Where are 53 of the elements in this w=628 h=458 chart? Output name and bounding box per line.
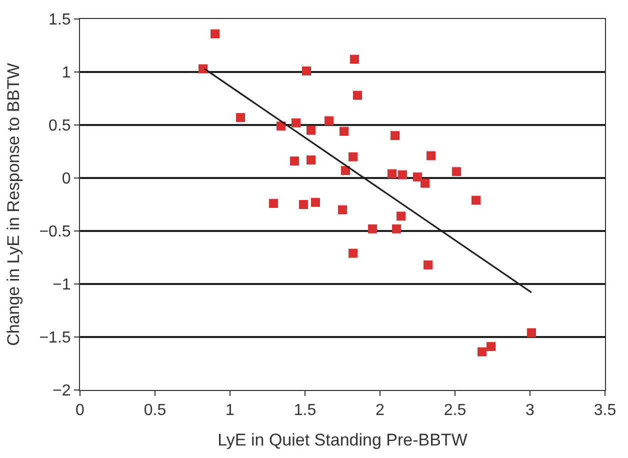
point: [299, 200, 308, 209]
point: [353, 90, 362, 100]
point: [276, 122, 286, 131]
point: [198, 64, 208, 74]
point: [324, 116, 334, 126]
point: [311, 198, 320, 207]
point: [290, 156, 299, 166]
point: [527, 328, 536, 338]
y-tick-label: −0.5: [39, 224, 71, 241]
point: [306, 126, 316, 135]
point: [388, 169, 396, 178]
point: [292, 118, 300, 128]
point: [340, 126, 348, 136]
point: [478, 347, 486, 356]
x-tick-label: 0: [76, 402, 85, 420]
x-axis-title: LyE in Quiet Standing Pre-BBTW: [218, 430, 468, 450]
y-tick-label: 1.5: [48, 12, 71, 29]
point: [398, 170, 407, 180]
point: [350, 54, 359, 64]
point: [368, 224, 377, 234]
point: [486, 342, 496, 352]
point: [396, 212, 406, 221]
point: [236, 113, 245, 122]
point: [348, 248, 358, 258]
x-tick-label: 0.5: [144, 402, 166, 420]
y-tick-label: 0: [62, 170, 71, 188]
y-tick-label: 1: [62, 64, 71, 82]
point: [302, 66, 311, 76]
point: [341, 166, 350, 176]
x-tick-label: 3.5: [594, 402, 616, 420]
point: [413, 172, 422, 182]
y-axis-title: Change in LyE in Response to BBTW: [4, 63, 23, 346]
y-tick-label: −1: [52, 276, 71, 294]
x-tick-label: 2.5: [444, 402, 466, 420]
point: [420, 178, 430, 188]
point: [424, 260, 432, 270]
y-tick-label: −1.5: [39, 330, 71, 347]
x-tick-label: 1.5: [294, 402, 316, 420]
point: [306, 155, 316, 164]
point: [338, 205, 347, 214]
y-tick-label: 0.5: [48, 118, 71, 135]
point: [390, 131, 400, 140]
point: [392, 224, 401, 234]
x-tick-label: 3: [526, 402, 535, 420]
x-tick-label: 1: [226, 402, 235, 420]
point: [472, 196, 480, 205]
point: [269, 198, 278, 208]
point: [348, 152, 358, 162]
y-tick-label: −2: [52, 382, 71, 400]
point: [426, 151, 436, 160]
point: [452, 167, 461, 176]
x-tick-label: 2: [376, 402, 385, 420]
point: [210, 29, 220, 38]
